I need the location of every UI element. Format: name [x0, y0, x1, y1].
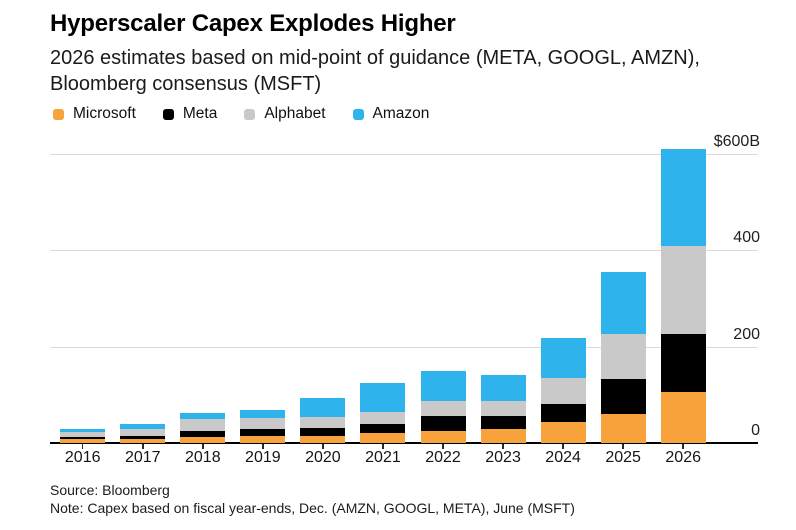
x-axis-tick-2026	[682, 444, 684, 449]
bar-segment-2025-meta	[600, 378, 646, 414]
bar-segment-2018-amazon	[180, 413, 226, 419]
x-axis-label-2020: 2020	[305, 449, 341, 466]
bar-segment-2024-amazon	[540, 338, 586, 379]
x-axis-tick-2024	[562, 444, 564, 449]
y-axis-label-400: 400	[733, 229, 760, 247]
bar-segment-2021-alphabet	[360, 412, 406, 425]
bar-segment-2016-meta	[60, 436, 106, 440]
gridline-200	[50, 346, 758, 348]
bar-segment-2016-alphabet	[60, 432, 106, 437]
gridline-600	[50, 154, 758, 155]
bar-segment-2023-amazon	[480, 375, 526, 401]
chart-subtitle-line1: 2026 estimates based on mid-point of gui…	[50, 47, 700, 69]
bar-segment-2019-microsoft	[240, 436, 286, 443]
bar-segment-2017-meta	[120, 435, 166, 439]
bar-segment-2022-alphabet	[420, 401, 466, 417]
bar-segment-2019-amazon	[240, 409, 286, 418]
bar-segment-2024-alphabet	[540, 378, 586, 404]
x-axis-label-2019: 2019	[245, 449, 281, 466]
x-axis-label-2018: 2018	[185, 449, 221, 466]
bar-segment-2025-microsoft	[600, 413, 646, 443]
x-axis-label-2025: 2025	[605, 449, 641, 466]
legend-swatch-icon	[162, 108, 174, 120]
legend-item-meta: Meta	[162, 105, 218, 123]
bar-segment-2018-meta	[180, 430, 226, 438]
x-axis-tick-2021	[382, 444, 384, 449]
x-axis-tick-2020	[322, 444, 324, 449]
bar-segment-2017-microsoft	[120, 438, 166, 443]
source-note: Source: Bloomberg	[50, 482, 170, 498]
x-axis-tick-2016	[81, 444, 84, 449]
bar-segment-2023-meta	[480, 416, 526, 430]
bar-segment-2026-alphabet	[660, 245, 706, 334]
bar-segment-2020-meta	[300, 428, 346, 436]
bar-segment-2017-amazon	[120, 424, 166, 430]
x-axis-label-2024: 2024	[545, 449, 581, 466]
legend-item-amazon: Amazon	[352, 105, 430, 123]
bar-segment-2020-alphabet	[300, 417, 346, 428]
bar-segment-2019-meta	[240, 429, 286, 437]
x-axis-label-2023: 2023	[485, 449, 521, 466]
legend-swatch-icon	[352, 108, 364, 120]
bar-segment-2021-microsoft	[360, 433, 406, 443]
x-axis-tick-2017	[142, 444, 144, 449]
legend: Microsoft Meta Alphabet Amazon	[53, 105, 429, 123]
bar-segment-2024-microsoft	[540, 421, 586, 443]
bar-segment-2022-meta	[420, 416, 466, 432]
x-axis-label-2017: 2017	[124, 449, 161, 466]
bar-segment-2024-meta	[540, 403, 586, 422]
bar-segment-2026-microsoft	[660, 392, 706, 443]
bar-segment-2021-meta	[360, 424, 406, 434]
bar-segment-2025-alphabet	[600, 334, 646, 379]
chart-subtitle-line2: Bloomberg consensus (MSFT)	[50, 73, 322, 95]
bar-segment-2020-amazon	[300, 397, 346, 418]
bar-segment-2021-amazon	[360, 382, 406, 413]
legend-swatch-icon	[244, 108, 256, 120]
x-axis-label-2021: 2021	[365, 449, 401, 466]
gridline-400	[50, 250, 758, 252]
bar-segment-2022-microsoft	[420, 431, 466, 443]
x-axis-label-2022: 2022	[425, 449, 461, 466]
fiscal-note: Note: Capex based on fiscal year-ends, D…	[50, 499, 575, 516]
x-axis-tick-2019	[262, 444, 264, 449]
x-axis-tick-2018	[202, 444, 204, 449]
bar-segment-2020-microsoft	[300, 435, 346, 443]
x-axis-label-2016: 2016	[64, 449, 101, 466]
bar-segment-2023-microsoft	[480, 429, 526, 443]
x-axis-label-2026: 2026	[665, 449, 701, 466]
legend-label: Amazon	[372, 105, 430, 122]
bar-segment-2025-amazon	[600, 272, 646, 335]
bar-segment-2023-alphabet	[480, 400, 526, 417]
bar-segment-2022-amazon	[420, 370, 466, 402]
bar-segment-2018-alphabet	[180, 418, 226, 431]
chart-title: Hyperscaler Capex Explodes Higher	[50, 10, 456, 37]
bar-segment-2017-alphabet	[120, 429, 166, 436]
x-axis-tick-2025	[622, 444, 624, 449]
legend-item-alphabet: Alphabet	[244, 105, 326, 123]
bar-segment-2016-microsoft	[60, 439, 106, 443]
chart-subtitle: 2026 estimates based on mid-point of gui…	[50, 45, 700, 97]
legend-label: Microsoft	[73, 105, 136, 122]
y-axis-label-600: $600B	[713, 133, 760, 150]
bar-segment-2026-meta	[660, 333, 706, 393]
bar-segment-2026-amazon	[660, 149, 706, 246]
legend-label: Meta	[182, 105, 218, 122]
legend-item-microsoft: Microsoft	[53, 105, 136, 123]
x-axis-tick-2022	[442, 444, 444, 449]
y-axis-label-0: 0	[751, 422, 760, 439]
bar-segment-2018-microsoft	[180, 437, 226, 443]
bar-segment-2019-alphabet	[240, 417, 286, 430]
bar-segment-2016-amazon	[60, 428, 106, 432]
legend-label: Alphabet	[264, 105, 326, 122]
y-axis-label-200: 200	[733, 325, 760, 343]
footer: Source: Bloomberg Note: Capex based on f…	[50, 482, 575, 517]
x-axis-tick-2023	[502, 444, 504, 449]
legend-swatch-icon	[53, 108, 64, 120]
x-axis-line	[50, 442, 758, 444]
